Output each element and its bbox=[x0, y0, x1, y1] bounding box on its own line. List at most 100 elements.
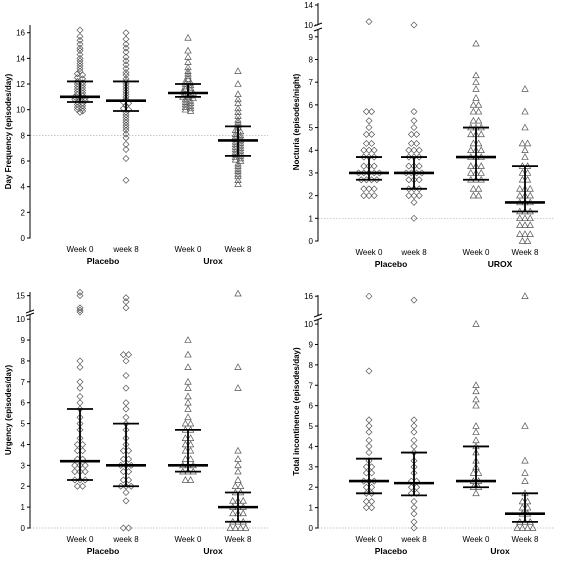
data-point bbox=[119, 351, 127, 359]
data-point bbox=[405, 146, 413, 154]
data-point bbox=[413, 130, 421, 138]
data-point bbox=[79, 71, 87, 79]
data-point bbox=[242, 524, 250, 531]
data-point bbox=[365, 124, 373, 132]
data-point bbox=[181, 476, 190, 483]
data-point bbox=[521, 123, 529, 131]
x-category-label: week 8 bbox=[400, 248, 427, 257]
x-category-label: Week 8 bbox=[512, 248, 540, 257]
data-point bbox=[122, 65, 130, 73]
data-point bbox=[521, 107, 529, 115]
data-point bbox=[472, 428, 480, 435]
y-tick-label: 0 bbox=[21, 524, 26, 533]
data-point bbox=[410, 518, 418, 526]
x-category-label: Week 0 bbox=[67, 245, 95, 254]
x-group-label: Placebo bbox=[375, 259, 408, 269]
data-series bbox=[456, 320, 496, 497]
data-point bbox=[521, 422, 529, 429]
data-point bbox=[76, 65, 84, 73]
data-point bbox=[526, 230, 534, 237]
x-category-label: week 8 bbox=[112, 535, 139, 544]
y-tick-label: 6 bbox=[309, 101, 314, 110]
data-point bbox=[410, 198, 418, 206]
y-tick-label: 6 bbox=[21, 399, 26, 408]
data-point bbox=[405, 176, 413, 184]
data-point bbox=[415, 146, 423, 154]
x-group-label: Urox bbox=[203, 256, 223, 266]
data-point bbox=[368, 139, 376, 147]
data-point bbox=[234, 384, 242, 391]
x-category-label: Week 8 bbox=[225, 535, 253, 544]
data-point bbox=[526, 221, 534, 228]
data-point bbox=[186, 104, 195, 112]
data-point bbox=[410, 436, 418, 444]
data-point bbox=[477, 146, 485, 153]
data-point bbox=[518, 139, 527, 147]
data-point bbox=[122, 44, 130, 52]
data-point bbox=[122, 61, 130, 69]
data-point bbox=[474, 100, 483, 108]
data-point bbox=[71, 468, 79, 476]
x-category-label: Week 0 bbox=[175, 535, 203, 544]
y-tick-label: 12 bbox=[16, 80, 25, 89]
data-point bbox=[76, 36, 84, 44]
data-point bbox=[236, 157, 245, 164]
data-point bbox=[122, 497, 130, 505]
data-series bbox=[60, 288, 100, 490]
data-point bbox=[368, 504, 376, 512]
data-point bbox=[362, 139, 370, 147]
data-point bbox=[122, 357, 130, 365]
data-point bbox=[472, 94, 480, 101]
y-tick-label: 1 bbox=[309, 214, 314, 223]
data-point bbox=[410, 504, 418, 512]
data-point bbox=[234, 446, 242, 454]
data-point bbox=[362, 504, 370, 512]
data-point bbox=[469, 184, 478, 192]
data-point bbox=[76, 57, 84, 65]
data-point bbox=[410, 214, 418, 222]
y-tick-label: 7 bbox=[21, 378, 26, 387]
data-point bbox=[410, 510, 418, 518]
data-point bbox=[365, 416, 373, 424]
data-point bbox=[122, 154, 130, 162]
data-point bbox=[122, 119, 130, 127]
data-point bbox=[474, 116, 483, 124]
data-point bbox=[477, 162, 485, 169]
data-point bbox=[73, 103, 81, 111]
data-point bbox=[526, 191, 534, 199]
data-point bbox=[365, 192, 373, 200]
data-point bbox=[122, 130, 130, 138]
data-point bbox=[76, 304, 84, 312]
data-point bbox=[529, 524, 537, 531]
data-point bbox=[410, 416, 418, 424]
data-point bbox=[76, 51, 84, 59]
data-point bbox=[370, 146, 378, 154]
data-point bbox=[125, 351, 133, 359]
data-point bbox=[365, 428, 373, 436]
y-tick-label: 4 bbox=[21, 440, 26, 449]
y-tick-label: 4 bbox=[309, 146, 314, 155]
data-point bbox=[184, 350, 192, 358]
data-point bbox=[472, 422, 480, 429]
data-point bbox=[360, 162, 368, 170]
data-series bbox=[60, 26, 100, 116]
y-tick-label: 8 bbox=[21, 131, 26, 140]
panel-urgency: 0 1 2 3 4 5 6 7 8 9 10 15 Urgency (episodes/day) Week… bbox=[4, 288, 268, 556]
y-tick-label: 8 bbox=[21, 357, 26, 366]
data-point bbox=[410, 21, 418, 29]
data-point bbox=[469, 107, 478, 115]
x-category-label: Week 0 bbox=[356, 535, 384, 544]
data-point bbox=[122, 29, 130, 37]
data-point bbox=[415, 176, 423, 184]
data-point bbox=[117, 482, 125, 490]
y-tick-label: 2 bbox=[309, 483, 314, 492]
y-tick-label: 3 bbox=[21, 461, 26, 470]
data-point bbox=[410, 428, 418, 436]
data-point bbox=[477, 130, 485, 138]
y-tick-label: 7 bbox=[309, 78, 314, 87]
panel-total-incontinence: 0 1 2 3 4 5 6 7 8 9 10 16 Total incontinence (episod… bbox=[292, 292, 555, 556]
data-point bbox=[186, 455, 195, 462]
data-point bbox=[122, 116, 130, 124]
data-point bbox=[76, 59, 84, 67]
data-point bbox=[472, 387, 480, 395]
